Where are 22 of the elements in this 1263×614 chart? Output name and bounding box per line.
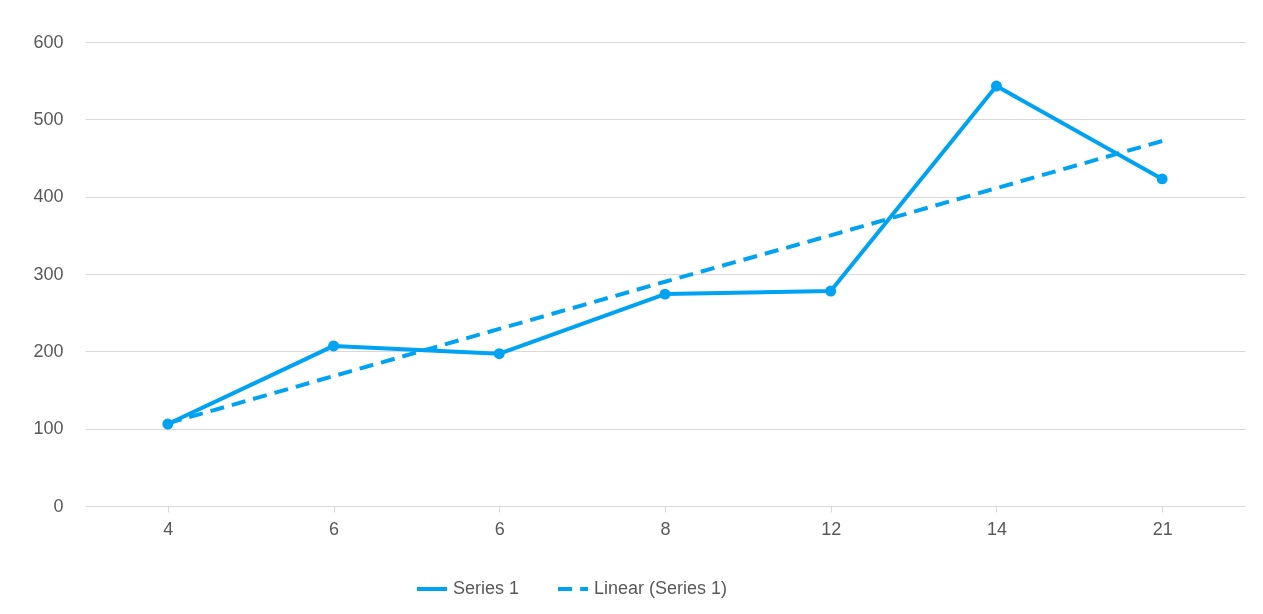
legend-label: Linear (Series 1)	[594, 578, 728, 598]
point	[493, 348, 505, 360]
y-tick-label: 400	[33, 186, 64, 207]
x-tick-label: 21	[1152, 518, 1173, 539]
y-tick-label: 0	[53, 495, 64, 516]
point	[1156, 173, 1168, 185]
point	[659, 288, 671, 300]
y-tick-label: 200	[33, 340, 64, 361]
point	[328, 340, 340, 352]
point	[990, 80, 1002, 92]
point	[825, 285, 837, 297]
x-tick-label: 14	[986, 518, 1007, 539]
x-tick-label: 8	[660, 518, 671, 539]
y-tick-label: 600	[33, 31, 64, 52]
y-tick-label: 300	[33, 263, 64, 284]
y-tick-label: 500	[33, 108, 64, 129]
x-tick-label: 4	[163, 518, 174, 539]
x-tick-label: 6	[494, 518, 505, 539]
x-tick-label: 6	[329, 518, 340, 539]
legend-label: Series 1	[453, 578, 520, 598]
y-tick-label: 100	[33, 418, 64, 439]
x-tick-label: 12	[821, 518, 842, 539]
